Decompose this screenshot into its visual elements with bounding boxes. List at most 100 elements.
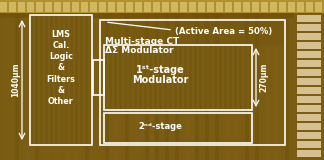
- Bar: [204, 45, 207, 110]
- Bar: [185, 13, 189, 160]
- Text: Modulator: Modulator: [132, 75, 188, 85]
- Bar: [15, 13, 19, 160]
- Bar: [70, 15, 73, 145]
- Bar: [297, 60, 321, 67]
- Bar: [297, 69, 321, 76]
- Bar: [63, 2, 70, 12]
- Bar: [114, 45, 117, 110]
- Bar: [55, 15, 58, 145]
- Bar: [198, 2, 205, 12]
- Bar: [135, 13, 139, 160]
- Bar: [162, 2, 169, 12]
- Bar: [81, 2, 88, 12]
- Bar: [109, 45, 112, 110]
- Text: (Active Area = 50%): (Active Area = 50%): [175, 27, 272, 36]
- Bar: [54, 2, 61, 12]
- Bar: [134, 45, 137, 110]
- Bar: [153, 2, 160, 12]
- Bar: [9, 2, 16, 12]
- Bar: [85, 15, 88, 145]
- Bar: [297, 96, 321, 103]
- Bar: [93, 60, 104, 95]
- Bar: [115, 13, 119, 160]
- Bar: [27, 2, 34, 12]
- Bar: [99, 2, 106, 12]
- Bar: [125, 13, 129, 160]
- Bar: [297, 24, 321, 31]
- Bar: [169, 45, 172, 110]
- Bar: [90, 15, 93, 145]
- Bar: [126, 2, 133, 12]
- Bar: [275, 13, 279, 160]
- Bar: [235, 13, 239, 160]
- Bar: [35, 15, 38, 145]
- Bar: [95, 13, 99, 160]
- Bar: [5, 13, 9, 160]
- Bar: [297, 150, 321, 157]
- Bar: [45, 2, 52, 12]
- Bar: [105, 13, 109, 160]
- Bar: [85, 13, 89, 160]
- Bar: [0, 13, 294, 18]
- Bar: [261, 2, 268, 12]
- Bar: [164, 45, 167, 110]
- Bar: [189, 2, 196, 12]
- Bar: [80, 15, 83, 145]
- Bar: [117, 2, 124, 12]
- Bar: [297, 15, 321, 22]
- Bar: [144, 2, 151, 12]
- Bar: [225, 13, 229, 160]
- Text: LMS
Cal.
Logic
&
Filters
&
Other: LMS Cal. Logic & Filters & Other: [47, 30, 75, 106]
- Bar: [297, 114, 321, 121]
- Bar: [306, 2, 313, 12]
- Bar: [72, 2, 79, 12]
- Bar: [255, 13, 259, 160]
- Bar: [207, 2, 214, 12]
- Bar: [199, 45, 202, 110]
- Bar: [229, 45, 232, 110]
- Bar: [60, 15, 63, 145]
- Bar: [104, 45, 107, 110]
- Text: ΔΣ Modulator: ΔΣ Modulator: [105, 46, 173, 55]
- Bar: [174, 45, 177, 110]
- Bar: [297, 87, 321, 94]
- Bar: [45, 15, 48, 145]
- Bar: [234, 45, 237, 110]
- Bar: [129, 45, 132, 110]
- Bar: [65, 13, 69, 160]
- Bar: [297, 105, 321, 112]
- Bar: [35, 13, 39, 160]
- Text: 2ⁿᵈ-stage: 2ⁿᵈ-stage: [138, 122, 182, 131]
- Bar: [104, 45, 252, 110]
- Bar: [195, 13, 199, 160]
- Bar: [297, 33, 321, 40]
- Bar: [297, 132, 321, 139]
- Bar: [225, 2, 232, 12]
- Bar: [144, 45, 147, 110]
- Bar: [93, 60, 104, 95]
- Bar: [245, 13, 249, 160]
- Bar: [244, 45, 247, 110]
- Bar: [100, 20, 285, 45]
- Bar: [165, 13, 169, 160]
- Bar: [297, 123, 321, 130]
- Bar: [179, 45, 182, 110]
- Bar: [100, 20, 285, 145]
- Bar: [315, 2, 322, 12]
- Bar: [215, 13, 219, 160]
- Text: 1040μm: 1040μm: [11, 63, 20, 97]
- Bar: [216, 2, 223, 12]
- Bar: [0, 0, 324, 13]
- Bar: [297, 51, 321, 58]
- Bar: [224, 45, 227, 110]
- Bar: [243, 2, 250, 12]
- Text: Multi-stage CT: Multi-stage CT: [105, 37, 179, 46]
- Bar: [104, 113, 252, 143]
- Bar: [145, 13, 149, 160]
- Bar: [90, 2, 97, 12]
- Bar: [270, 2, 277, 12]
- Bar: [214, 45, 217, 110]
- Bar: [25, 13, 29, 160]
- Bar: [209, 45, 212, 110]
- Bar: [45, 13, 49, 160]
